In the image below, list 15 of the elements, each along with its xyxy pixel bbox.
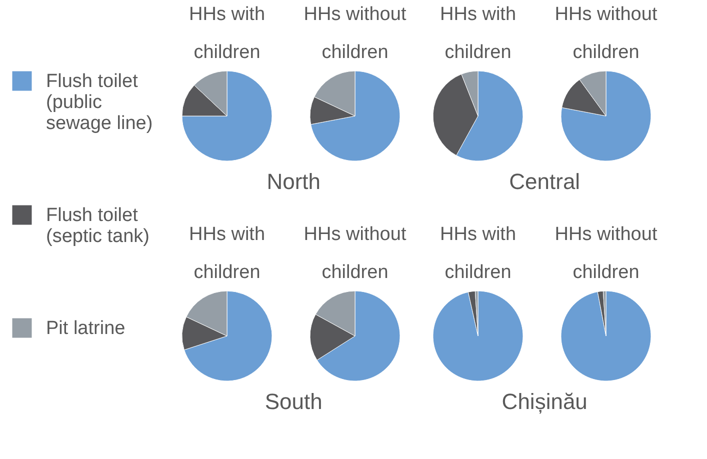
legend-label: Flush toilet (septic tank) <box>46 205 150 247</box>
legend-label: Pit latrine <box>46 318 126 339</box>
text: South <box>264 389 322 414</box>
slice-label: HHs without children <box>304 4 407 63</box>
slice-label: HHs with children <box>440 4 516 63</box>
legend-label: Flush toilet (public sewage line) <box>46 71 153 134</box>
text: Chișinău <box>502 389 588 414</box>
slice-label: HHs with children <box>188 224 266 283</box>
slice-label: HHs without children <box>304 224 407 283</box>
text: North <box>266 169 321 194</box>
text: Central <box>509 169 580 194</box>
slice-label: HHs with children <box>188 4 266 63</box>
slice-label: HHs without children <box>554 224 658 283</box>
slice-label: HHs without children <box>554 4 658 63</box>
slice-label: HHs with children <box>440 224 516 283</box>
